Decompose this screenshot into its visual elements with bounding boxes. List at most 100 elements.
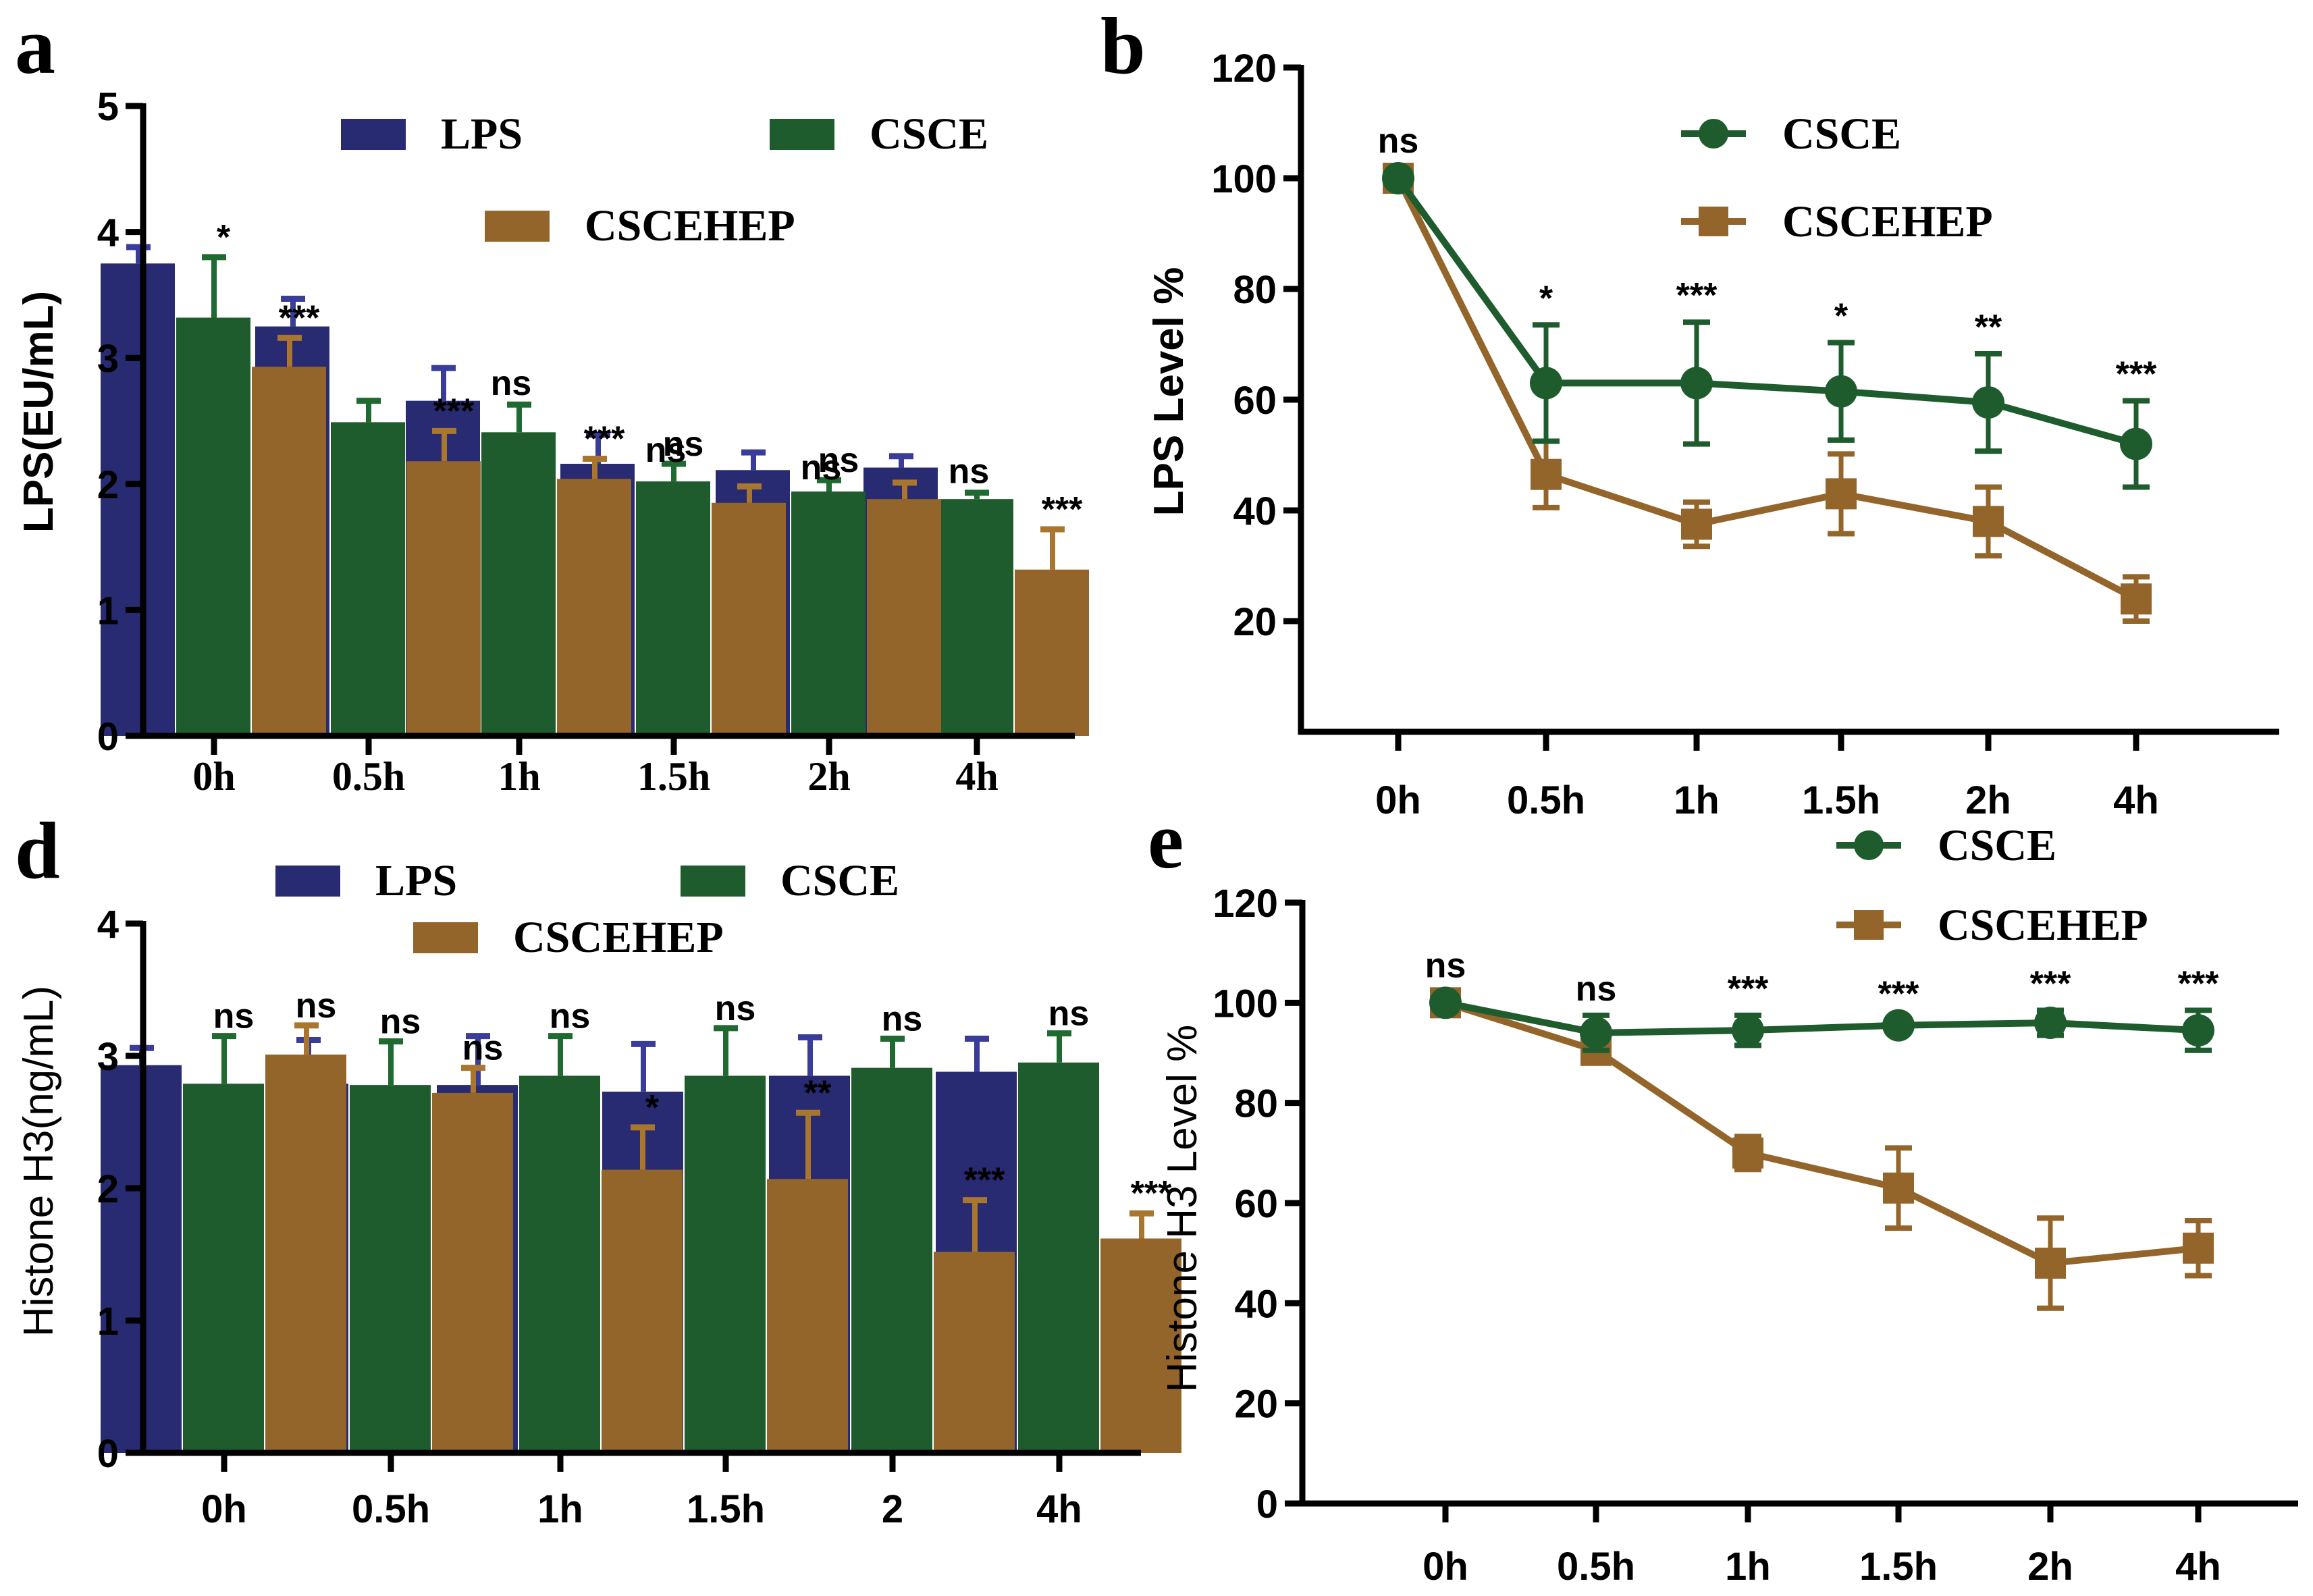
panel-a-y-tick-label: 0 [97, 715, 119, 759]
panel-e-x-tick-label: 1.5h [1859, 1545, 1938, 1589]
panel-e-x-tick-label: 0h [1423, 1545, 1468, 1589]
panel-d-significance-label: *** [1131, 1174, 1172, 1213]
panel-d-significance-label: ns [715, 989, 756, 1028]
panel-e-x-tick-label: 1h [1725, 1545, 1771, 1589]
panel-a-bar-csce [176, 317, 250, 736]
panel-d-significance-label: ns [550, 997, 591, 1036]
panel-e-point-circle [2182, 1014, 2214, 1047]
panel-b-point-circle [2120, 427, 2152, 460]
panel-e-point-circle [1580, 1016, 1612, 1049]
panel-e-point-circle [1429, 986, 1462, 1019]
panel-a-significance-label: *** [1042, 490, 1083, 529]
panel-d-y-axis-label: Histone H3(ng/mL) [16, 986, 62, 1337]
panel-e-point-square [1732, 1137, 1763, 1169]
panel-a-y-tick-label: 5 [97, 85, 119, 129]
panel-b-legend-label-csce: CSCE [1782, 109, 1901, 159]
panel-e-significance-label: *** [2030, 964, 2071, 1003]
panel-a-x-tick-label: 2h [807, 754, 850, 799]
panel-a-bar-lps [101, 263, 175, 736]
panel-a-y-tick-label: 2 [97, 463, 119, 507]
panel-b-x-tick-label: 1.5h [1802, 778, 1880, 822]
panel-d-bar-csce [685, 1075, 766, 1453]
panel-d-x-tick-label: 4h [1036, 1487, 1082, 1531]
panel-e-significance-label: ns [1576, 969, 1617, 1009]
panel-a-significance-label: ns [645, 431, 687, 470]
panel-e-plot: CSCE CSCEHEP 0 20 40 60 80 100 120 0h 0.5h 1h 1.5h 2h… [1213, 821, 2298, 1589]
panel-d-bar-csce [519, 1075, 600, 1453]
panel-e-y-tick-label: 0 [1256, 1483, 1278, 1526]
panel-b-significance-label: *** [1676, 276, 1718, 315]
panel-e-series-line-csce [1445, 999, 2199, 1036]
panel-b-point-square [1973, 506, 2004, 537]
panel-b-y-axis-label: LPS Level % [1146, 267, 1192, 516]
panel-e-legend-marker-circle [1854, 830, 1884, 860]
panel-d-significance-label: ns [1048, 994, 1090, 1034]
panel-e-y-tick-label: 100 [1213, 982, 1278, 1026]
panel-b-point-circle [1382, 162, 1414, 194]
panel-a-y-tick-label: 3 [97, 337, 119, 381]
panel-e-x-tick-label: 2h [2027, 1545, 2073, 1589]
panel-d-bar-csce [183, 1084, 264, 1453]
panel-a-bar-cscehep [867, 499, 941, 736]
panel-d-significance-label: ns [296, 986, 337, 1026]
panel-a-legend-label-lps: LPS [441, 109, 523, 159]
panel-d-y-tick-label: 3 [97, 1035, 119, 1079]
panel-d-significance-label: ns [380, 1002, 421, 1041]
panel-a-bar-cscehep [406, 461, 481, 736]
panel-a-bar-cscehep [252, 367, 326, 736]
panel-e-line-chart: e Histone H3 Level % CSCE CSCEHEP 0 20 40 60 8… [1148, 795, 2298, 1589]
panel-d-legend-label-cscehep: CSCEHEP [513, 913, 724, 962]
panel-a-significance-label: * [217, 218, 231, 257]
panel-d-x-tick-label: 0h [201, 1487, 247, 1531]
panel-a-significance-label: ns [491, 364, 532, 403]
panel-d-bar-csce [851, 1067, 932, 1453]
panel-e-y-axis-label: Histone H3 Level % [1159, 1025, 1206, 1393]
panel-d-bar-cscehep [1100, 1238, 1181, 1453]
panel-b-significance-label: * [1539, 279, 1553, 318]
panel-a-x-tick-label: 4h [955, 754, 998, 799]
panel-d-bar-cscehep [432, 1092, 513, 1453]
panel-e-y-tick-label: 40 [1234, 1282, 1278, 1326]
panel-b-significance-label: ns [1378, 122, 1419, 161]
panel-d-bar-csce [350, 1085, 431, 1453]
panel-a-bar-csce [939, 499, 1013, 736]
panel-a-significance-label: ns [949, 452, 990, 491]
panel-b-significance-label: ** [1975, 308, 2002, 347]
panel-e-letter: e [1148, 795, 1184, 885]
panel-d-legend-label-csce: CSCE [780, 856, 899, 905]
panel-e-point-square [2035, 1248, 2066, 1279]
panel-a-legend-label-cscehep: CSCEHEP [585, 201, 795, 250]
panel-a-significance-label: ns [818, 441, 859, 480]
panel-b-x-tick-label: 1h [1674, 778, 1720, 822]
panel-b-y-tick-label: 80 [1233, 268, 1277, 312]
panel-b-point-square [1826, 478, 1857, 510]
panel-b-legend-marker-circle [1699, 119, 1728, 149]
panel-e-x-tick-label: 4h [2175, 1545, 2221, 1589]
panel-e-point-circle [1732, 1014, 1764, 1047]
panel-d-bar-chart: d Histone H3(ng/mL) LPS CSCE CSCEHEP ns ns ns… [15, 805, 1181, 1531]
panel-e-point-square [1883, 1172, 1914, 1204]
panel-a-y-tick-label: 1 [97, 589, 119, 633]
panel-b-y-tick-label: 60 [1233, 379, 1277, 423]
panel-e-point-circle [1882, 1009, 1915, 1042]
panel-e-legend-label-csce: CSCE [1938, 821, 2056, 870]
panel-e-legend-label-cscehep: CSCEHEP [1938, 901, 2148, 950]
panel-d-significance-label: ns [462, 1029, 504, 1068]
panel-b-point-square [2121, 583, 2152, 615]
panel-d-y-tick-label: 0 [97, 1432, 119, 1476]
panel-e-significance-label: *** [2178, 964, 2219, 1003]
panel-b-x-tick-label: 4h [2113, 778, 2159, 822]
panel-b-point-square [1681, 508, 1712, 540]
panel-d-significance-label: ns [213, 997, 255, 1036]
panel-e-x-tick-label: 0.5h [1557, 1545, 1635, 1589]
panel-b-series-line-cscehep [1395, 176, 2138, 602]
panel-a-legend-label-csce: CSCE [870, 109, 988, 159]
panel-d-legend-label-lps: LPS [375, 856, 457, 905]
panel-b-plot: CSCE CSCEHEP 20 40 60 80 100 120 0h 0.5h 1h 1.5h 2h 4… [1211, 47, 2279, 822]
panel-a-x-tick-label: 1h [498, 754, 540, 799]
panel-d-legend-swatch-lps [275, 866, 340, 897]
panel-a-letter: a [15, 1, 55, 90]
panel-d-y-tick-label: 2 [97, 1167, 119, 1211]
